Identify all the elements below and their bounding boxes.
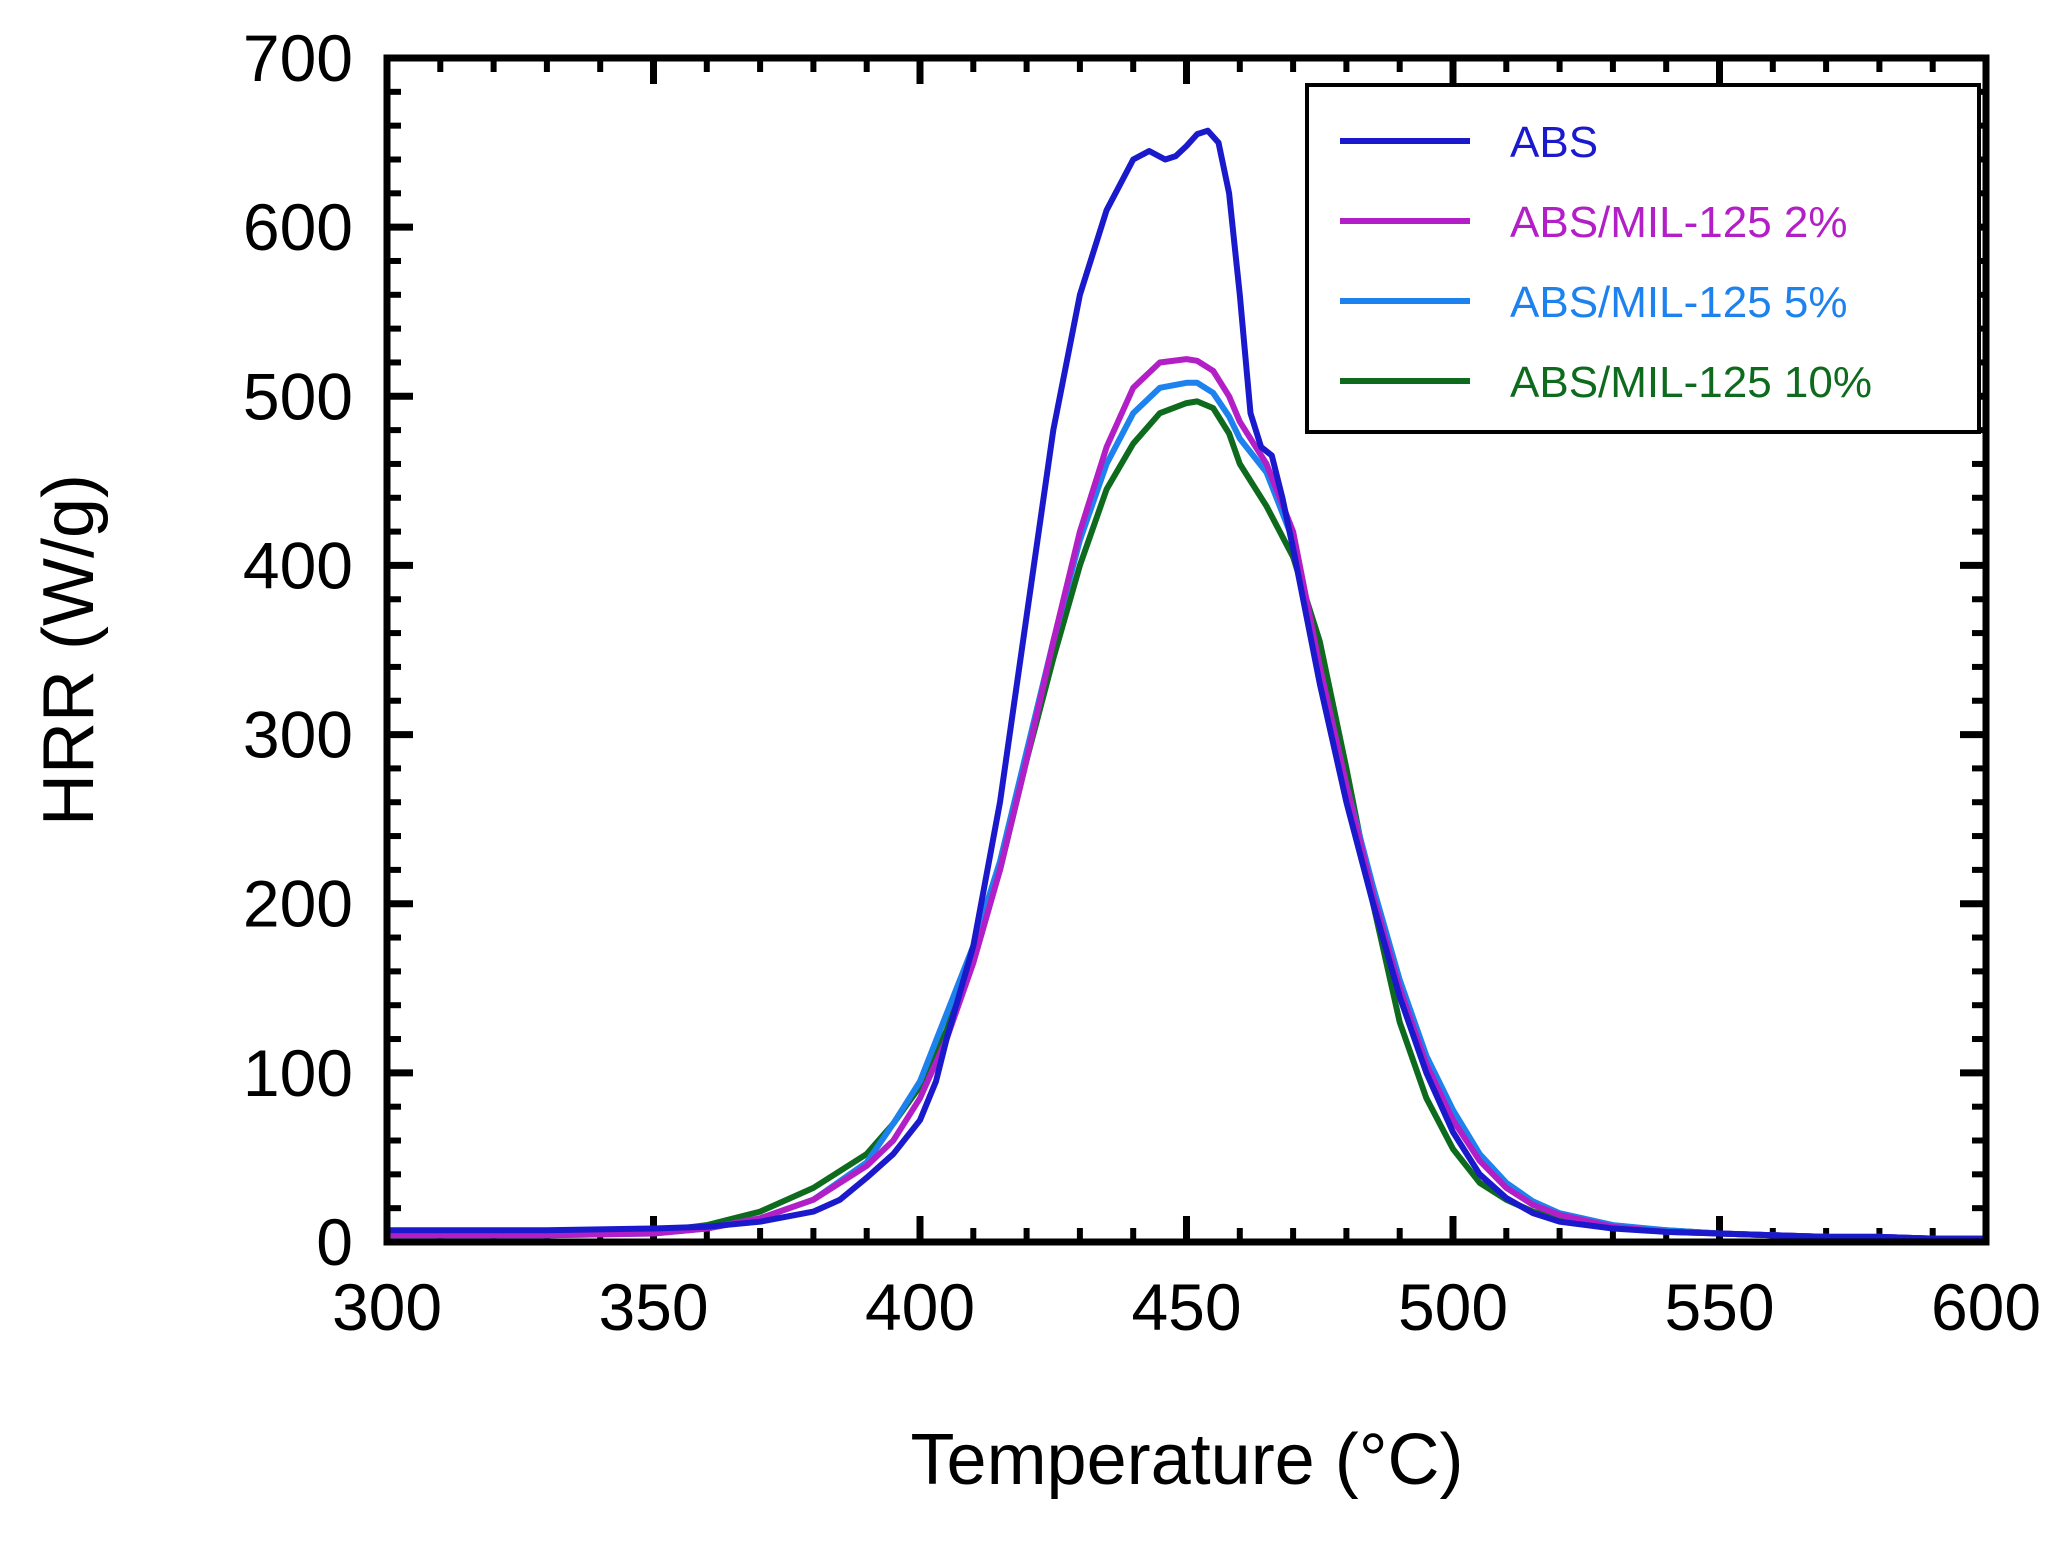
y-tick-label: 300 bbox=[243, 698, 353, 772]
y-tick-label: 200 bbox=[243, 867, 353, 941]
x-tick-label: 600 bbox=[1931, 1270, 2041, 1344]
x-tick-label: 550 bbox=[1664, 1270, 1774, 1344]
x-axis-title: Temperature (°C) bbox=[911, 1420, 1464, 1500]
y-tick-label: 100 bbox=[243, 1036, 353, 1110]
y-tick-labels: 0 100 200 300 400 500 600 700 bbox=[243, 21, 353, 1279]
legend-label: ABS/MIL-125 2% bbox=[1510, 198, 1848, 247]
y-tick-label: 0 bbox=[316, 1205, 353, 1279]
plot-frame bbox=[383, 54, 1990, 1246]
series-layer bbox=[384, 127, 1989, 1242]
y-axis-title: HRR (W/g) bbox=[29, 474, 109, 826]
y-tick-label: 500 bbox=[243, 359, 353, 433]
legend-label: ABS/MIL-125 5% bbox=[1510, 278, 1848, 327]
y-tick-label: 400 bbox=[243, 528, 353, 602]
y-tick-label: 600 bbox=[243, 190, 353, 264]
legend-entries: ABS ABS/MIL-125 2% ABS/MIL-125 5% ABS/MIL-1… bbox=[1340, 118, 1872, 407]
x-tick-label: 350 bbox=[598, 1270, 708, 1344]
y-tick-label: 700 bbox=[243, 21, 353, 95]
x-tick-label: 400 bbox=[865, 1270, 975, 1344]
series-line-0 bbox=[384, 127, 1989, 1242]
x-tick-labels: 300 350 400 450 500 550 600 bbox=[332, 1270, 2041, 1344]
x-tick-label: 300 bbox=[332, 1270, 442, 1344]
legend-label: ABS bbox=[1510, 118, 1598, 167]
legend: ABS ABS/MIL-125 2% ABS/MIL-125 5% ABS/MIL-1… bbox=[1305, 83, 1981, 434]
x-tick-label: 450 bbox=[1131, 1270, 1241, 1344]
x-tick-label: 500 bbox=[1398, 1270, 1508, 1344]
legend-label: ABS/MIL-125 10% bbox=[1510, 358, 1872, 407]
